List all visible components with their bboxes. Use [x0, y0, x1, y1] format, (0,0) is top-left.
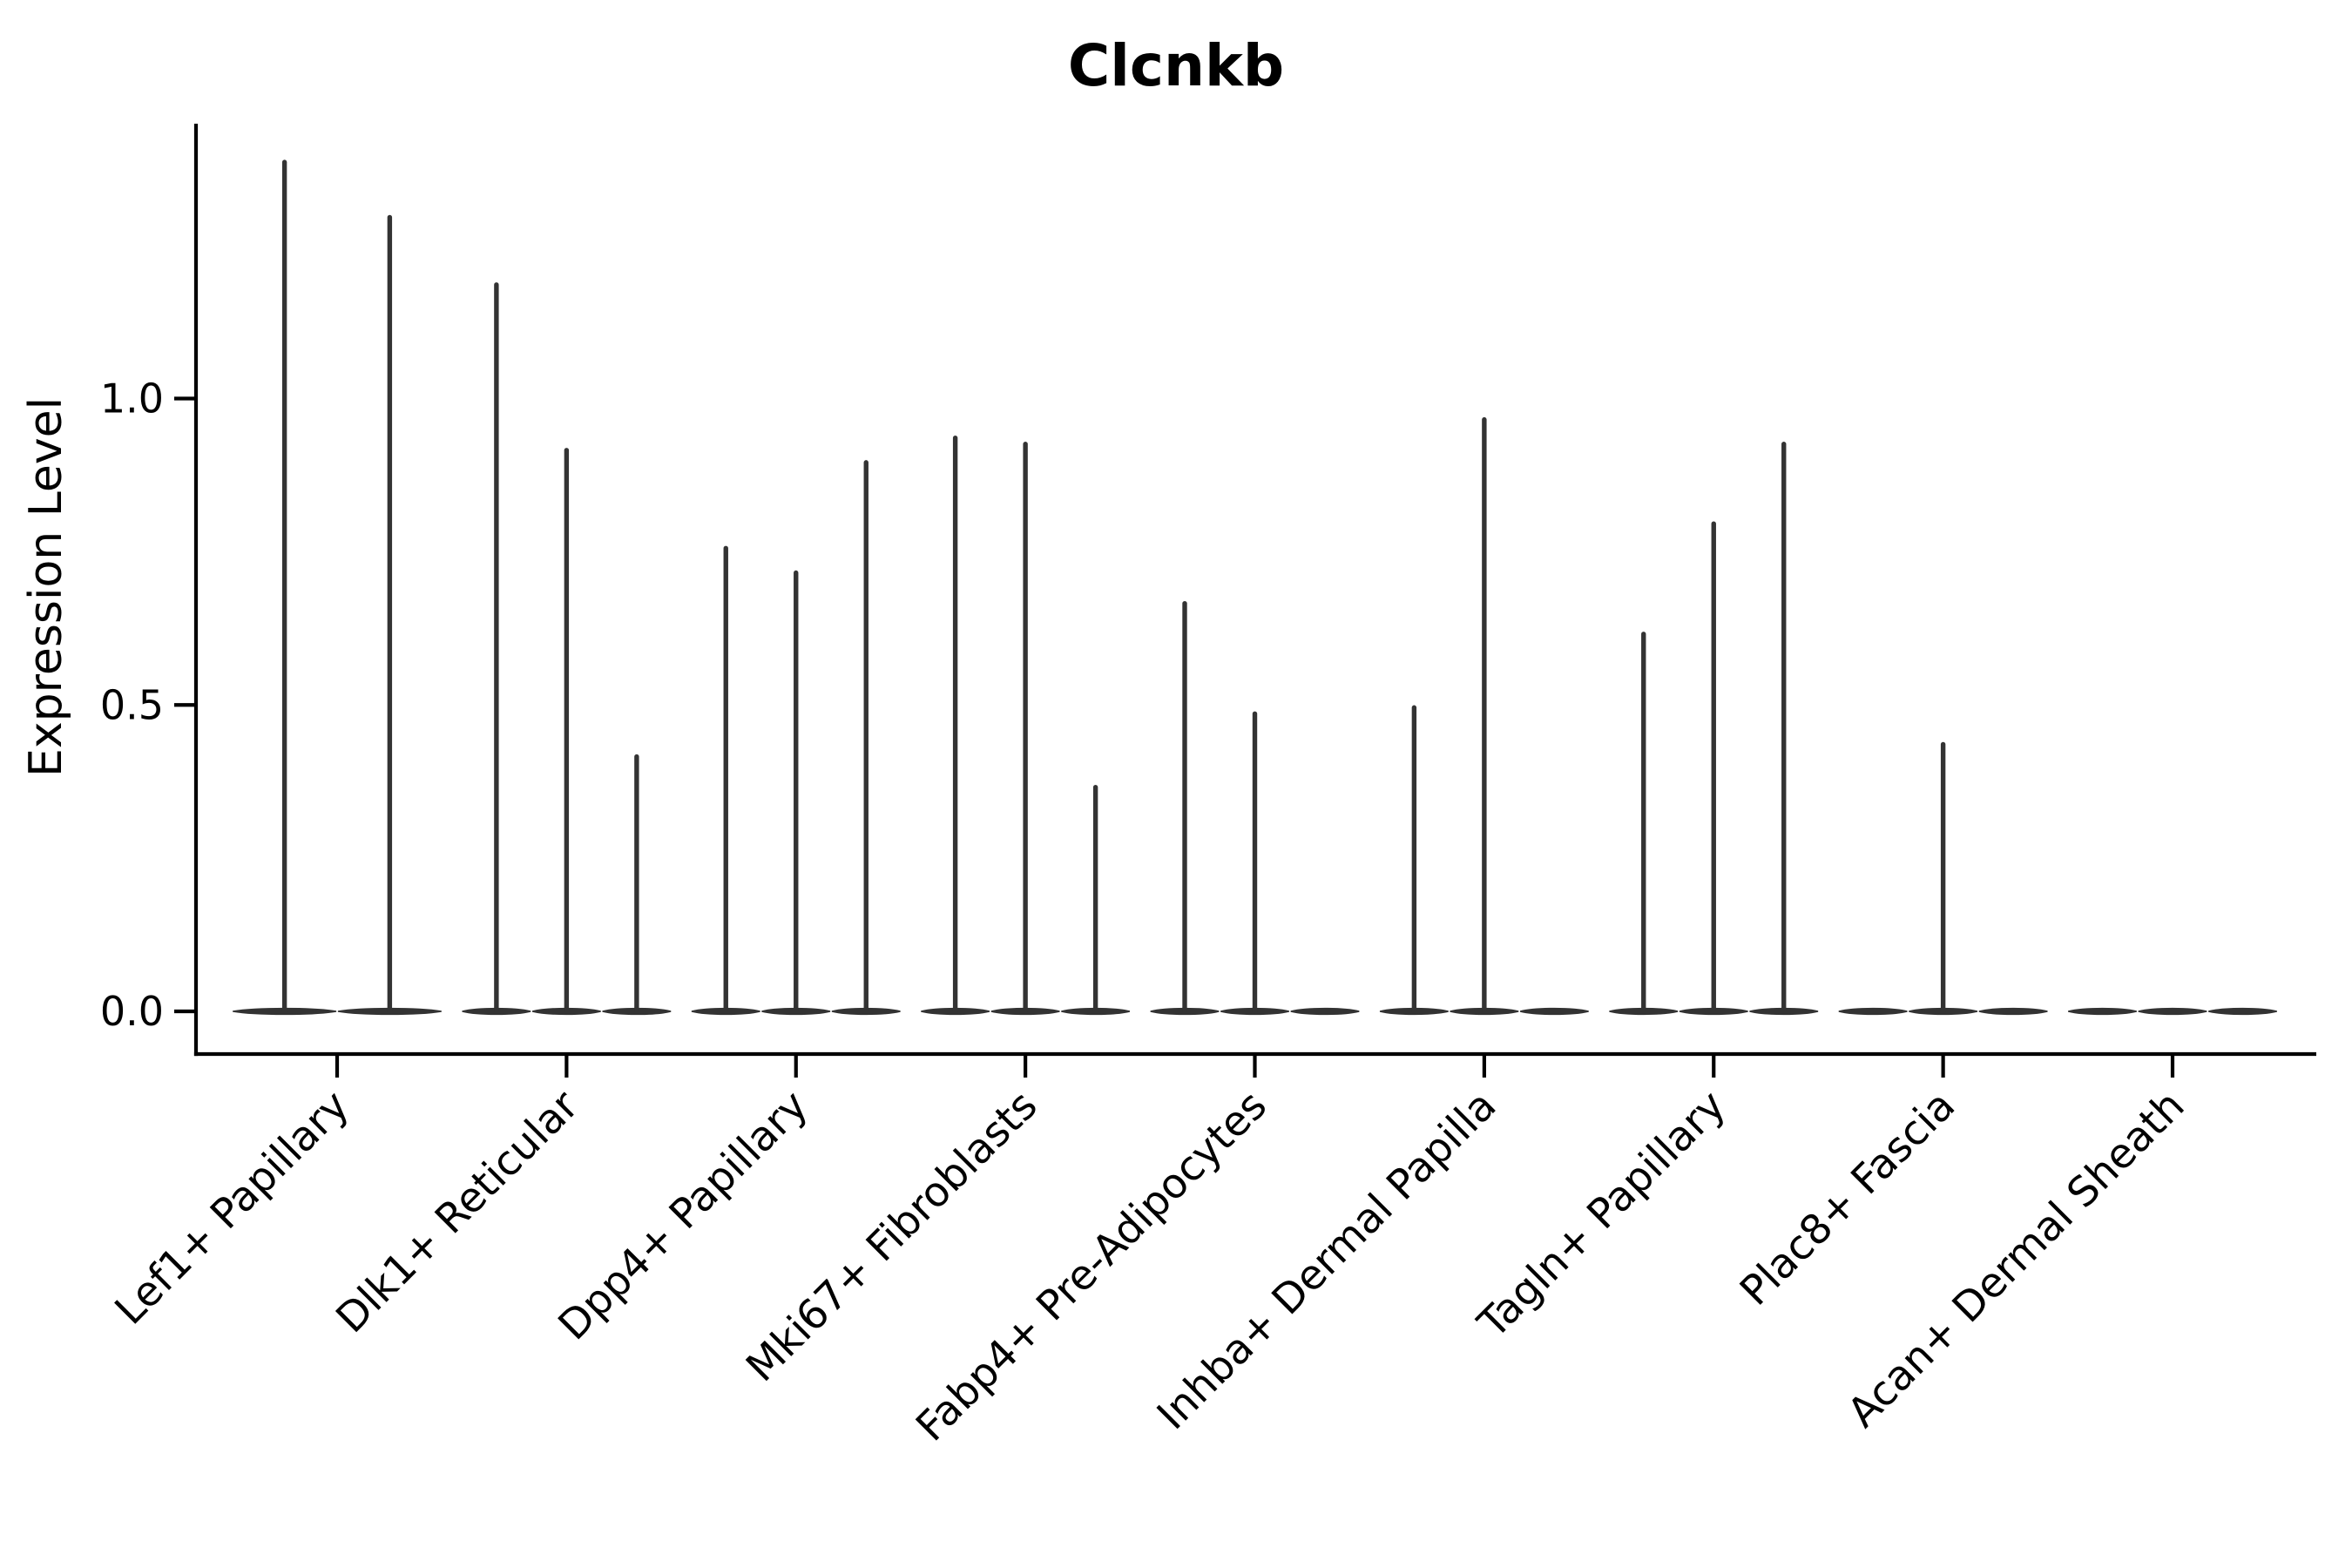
violins-layer	[233, 159, 2277, 1016]
y-tick-label: 0.0	[100, 988, 164, 1035]
axes-layer	[174, 124, 2316, 1078]
violin-base	[2068, 1007, 2137, 1016]
violin-base	[1519, 1007, 1589, 1016]
violin-base	[2138, 1007, 2207, 1016]
plot-title: Clcnkb	[1068, 32, 1284, 99]
violin-base	[1838, 1007, 1908, 1016]
y-tick-label: 1.0	[100, 375, 164, 422]
y-axis-label: Expression Level	[20, 397, 72, 777]
violin-base	[1978, 1007, 2048, 1016]
y-tick-label: 0.5	[100, 681, 164, 728]
violin-base	[1290, 1007, 1360, 1016]
x-tick-label: Dlk1+ Reticular	[327, 1081, 588, 1342]
x-tick-label: Lef1+ Papillary	[106, 1082, 359, 1335]
violin-base	[2208, 1007, 2277, 1016]
x-tick-label: Tagln+ Papillary	[1469, 1082, 1735, 1348]
x-tick-label: Dpp4+ Papillary	[550, 1082, 818, 1350]
x-tick-label: Plac8+ Fascia	[1731, 1082, 1964, 1315]
